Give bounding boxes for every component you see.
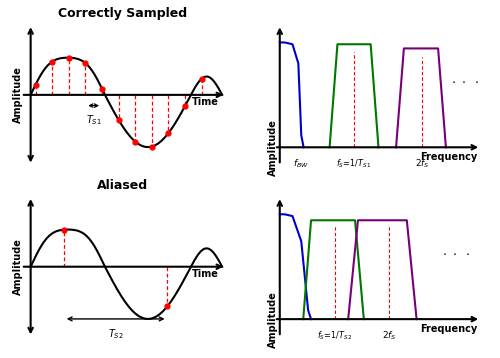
Text: Amplitude: Amplitude	[13, 238, 23, 295]
Text: $\cdot\ \cdot\ \cdot$: $\cdot\ \cdot\ \cdot$	[442, 247, 469, 260]
Text: Amplitude: Amplitude	[268, 291, 278, 348]
Text: Time: Time	[192, 97, 218, 107]
Text: Amplitude: Amplitude	[268, 119, 278, 176]
Text: $T_{S2}$: $T_{S2}$	[108, 327, 124, 340]
Text: Amplitude: Amplitude	[13, 67, 23, 123]
Text: $2f_S$: $2f_S$	[382, 329, 396, 342]
Title: Correctly Sampled: Correctly Sampled	[58, 7, 187, 20]
Title: Aliased: Aliased	[97, 179, 148, 192]
Text: Time: Time	[192, 268, 218, 279]
Text: $T_{S1}$: $T_{S1}$	[86, 113, 102, 127]
Text: $f_{BW}$: $f_{BW}$	[294, 158, 310, 170]
Text: Frequency: Frequency	[420, 153, 477, 163]
Text: $f_S\!=\!1/T_{S2}$: $f_S\!=\!1/T_{S2}$	[317, 329, 352, 342]
Text: Frequency: Frequency	[420, 324, 477, 334]
Text: $f_S\!=\!1/T_{S1}$: $f_S\!=\!1/T_{S1}$	[336, 158, 372, 170]
Text: $\cdot\ \cdot\ \cdot$: $\cdot\ \cdot\ \cdot$	[452, 75, 479, 88]
Text: $2f_S$: $2f_S$	[415, 158, 430, 170]
